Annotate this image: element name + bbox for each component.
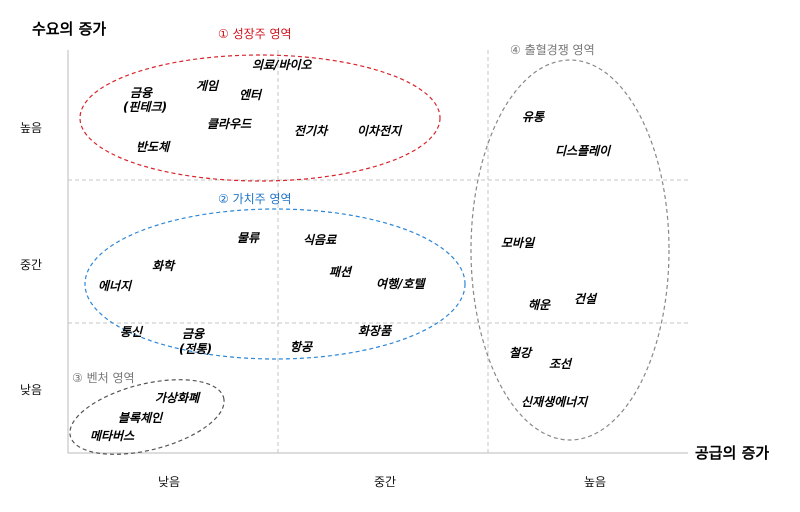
excess-zone-ellipse [470,59,670,441]
item-fashion: 패션 [329,265,352,279]
value-zone-ellipse [84,208,466,360]
item-distribution: 유통 [522,110,545,124]
item-finance-fintech-sub: (핀테크) [123,100,168,114]
item-secondary-battery: 이차전지 [357,124,402,138]
item-cryptocurrency: 가상화폐 [155,391,200,405]
item-entertainment: 엔터 [239,88,262,102]
item-telecom: 통신 [120,325,143,339]
item-finance-fintech: 금융 [130,86,153,100]
item-cosmetics: 화장품 [358,324,392,338]
item-finance-traditional: 금융 [182,327,205,341]
venture-zone-ellipse [69,379,225,455]
item-travel-hotel: 여행/호텔 [376,277,425,291]
x-tick-mid: 중간 [374,475,397,489]
item-shipping: 해운 [528,298,551,312]
y-axis-title: 수요의 증가 [32,20,107,38]
item-medical-bio: 의료/바이오 [252,58,312,72]
item-metaverse: 메타버스 [90,429,135,443]
x-axis-title: 공급의 증가 [695,444,770,462]
x-tick-low: 낮음 [158,475,181,489]
item-steel: 철강 [509,346,532,360]
item-mobile: 모바일 [501,236,535,250]
item-shipbuilding: 조선 [549,357,572,371]
item-logistics: 물류 [237,231,260,245]
item-cloud: 클라우드 [207,117,252,131]
growth-zone-title: ① 성장주 영역 [218,27,292,41]
venture-zone-title: ③ 벤처 영역 [72,371,135,385]
item-renewable-energy: 신재생에너지 [521,395,588,409]
item-game: 게임 [196,79,219,93]
item-electric-vehicle: 전기차 [294,124,328,138]
item-blockchain: 블록체인 [118,411,163,425]
excess-zone-title: ④ 출혈경쟁 영역 [510,43,595,57]
item-food-beverage: 식음료 [303,233,337,247]
value-zone-title: ② 가치주 영역 [218,192,292,206]
growth-zone-ellipse [79,54,441,182]
item-airline: 항공 [290,340,313,354]
item-semiconductor: 반도체 [136,140,170,154]
item-finance-traditional-sub: (전통) [179,342,213,356]
y-tick-mid: 중간 [20,258,43,272]
item-energy: 에너지 [98,279,132,293]
item-construction: 건설 [574,292,597,306]
item-display: 디스플레이 [555,144,611,158]
y-tick-low: 낮음 [20,383,43,397]
item-chemical: 화학 [152,259,175,273]
x-tick-high: 높음 [584,475,607,489]
y-tick-high: 높음 [20,121,43,135]
